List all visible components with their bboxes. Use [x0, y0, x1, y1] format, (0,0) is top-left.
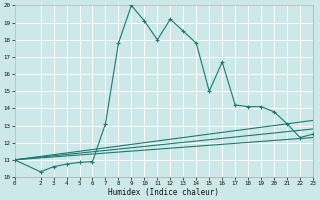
X-axis label: Humidex (Indice chaleur): Humidex (Indice chaleur) — [108, 188, 219, 197]
